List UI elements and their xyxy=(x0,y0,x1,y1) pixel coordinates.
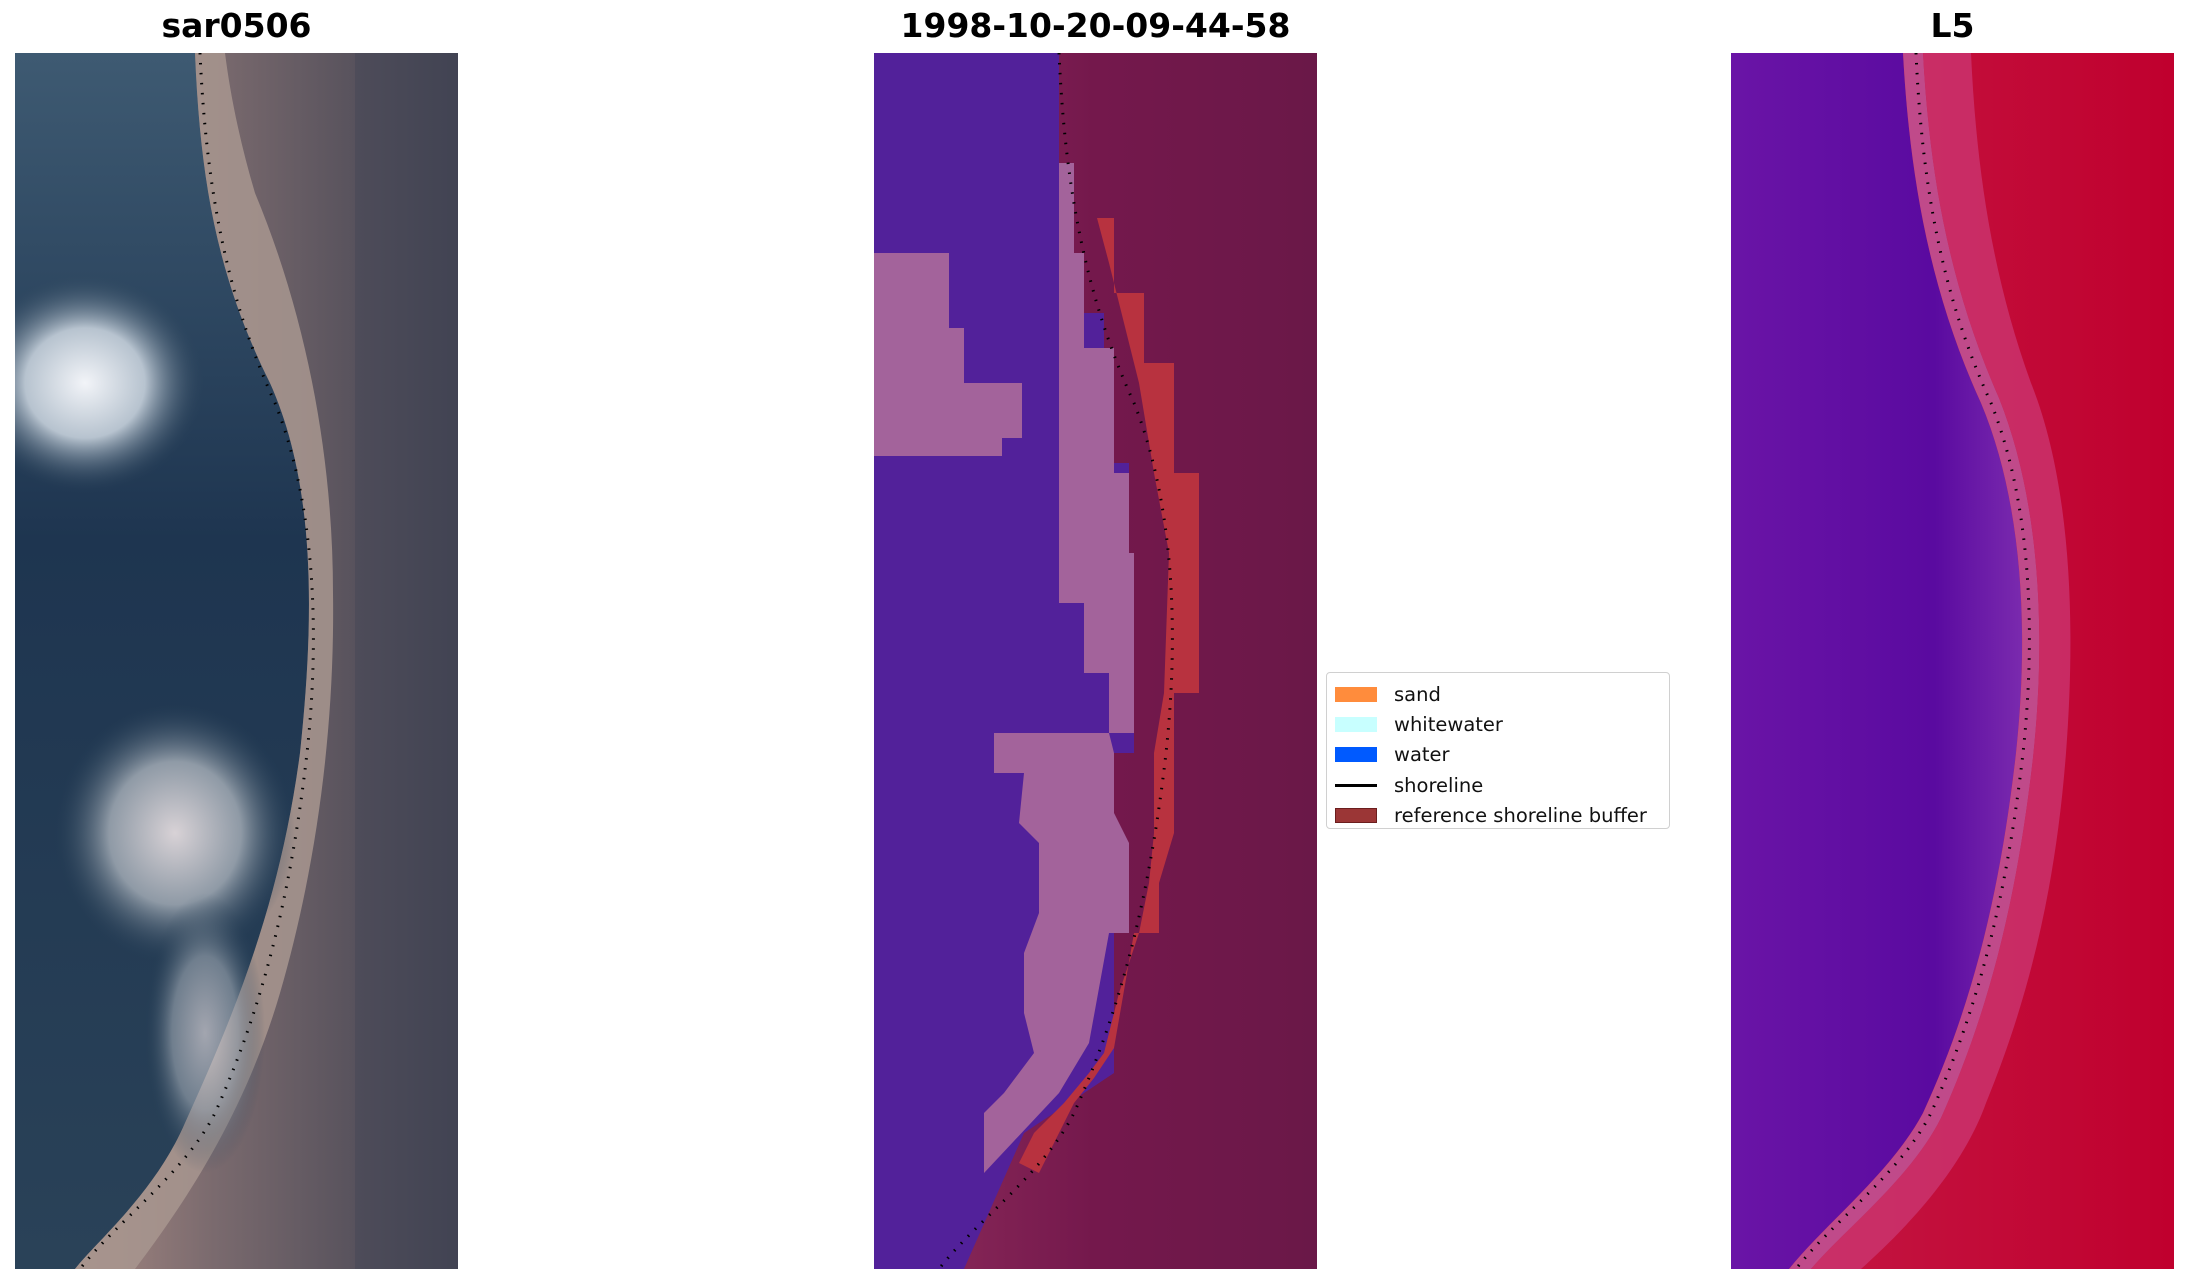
panel-title-classified: 1998-10-20-09-44-58 xyxy=(900,6,1291,45)
whitewater-swatch xyxy=(1335,717,1377,733)
legend-label: shoreline xyxy=(1394,773,1484,797)
panel-title-index: L5 xyxy=(1930,6,1975,45)
index-image xyxy=(1731,53,2174,1269)
classified-image-panel xyxy=(874,53,1317,1269)
legend-label: reference shoreline buffer xyxy=(1394,804,1647,828)
legend-label: sand xyxy=(1394,682,1441,706)
legend-label: water xyxy=(1394,743,1450,767)
sand-swatch xyxy=(1335,686,1377,702)
shoreline-index xyxy=(1794,53,2031,1269)
rgb-image-panel xyxy=(15,53,458,1269)
shoreline-rgb xyxy=(78,53,315,1269)
legend-label: whitewater xyxy=(1394,713,1503,737)
legend-item-water: water xyxy=(1335,740,1669,770)
legend-item-whitewater: whitewater xyxy=(1335,709,1669,739)
shoreline-classified xyxy=(937,53,1174,1269)
water-swatch xyxy=(1335,747,1377,763)
classified-image xyxy=(874,53,1317,1269)
legend: sand whitewater water shoreline referenc… xyxy=(1326,672,1670,829)
legend-item-sand: sand xyxy=(1335,679,1669,709)
index-image-panel xyxy=(1731,53,2174,1269)
buffer-swatch xyxy=(1335,808,1377,824)
legend-item-buffer: reference shoreline buffer xyxy=(1335,801,1669,831)
legend-item-shoreline: shoreline xyxy=(1335,770,1669,800)
shoreline-line-swatch xyxy=(1335,783,1377,787)
rgb-image xyxy=(15,53,458,1269)
panel-title-rgb: sar0506 xyxy=(161,6,312,45)
